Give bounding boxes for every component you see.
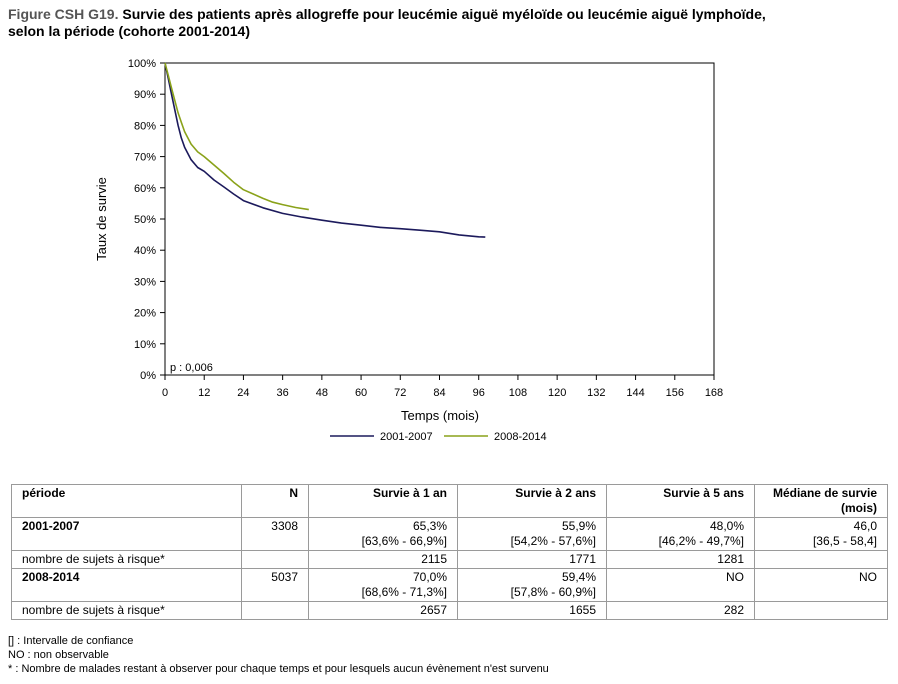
y-tick-label: 90% — [134, 89, 156, 101]
x-tick-label: 0 — [162, 387, 168, 399]
y-axis-label: Taux de survie — [94, 177, 109, 261]
results-table: période N Survie à 1 an Survie à 2 ans S… — [11, 484, 888, 620]
x-tick-label: 120 — [548, 387, 566, 399]
at-risk-label: nombre de sujets à risque* — [11, 601, 242, 620]
x-tick-label: 156 — [666, 387, 684, 399]
period-cell: 2008-2014 — [11, 568, 242, 602]
survival-1y-cell: 70,0% [68,6% - 71,3%] — [308, 568, 458, 602]
x-tick-label: 84 — [433, 387, 445, 399]
survival-1y-cell: 65,3% [63,6% - 66,9%] — [308, 517, 458, 551]
footnote-not-observable: NO : non observable — [8, 649, 109, 661]
x-tick-label: 48 — [316, 387, 328, 399]
at-risk-2y-cell: 1655 — [457, 601, 607, 620]
x-tick-label: 12 — [198, 387, 210, 399]
y-tick-label: 10% — [134, 339, 156, 351]
table-row: nombre de sujets à risque* 2115 1771 128… — [11, 550, 888, 569]
table-row: nombre de sujets à risque* 2657 1655 282 — [11, 601, 888, 620]
y-tick-label: 70% — [134, 152, 156, 164]
column-header: Médiane de survie (mois) — [754, 484, 888, 518]
median-survival-cell: 46,0 [36,5 - 58,4] — [754, 517, 888, 551]
table-row: 2008-2014 5037 70,0% [68,6% - 71,3%] 59,4… — [11, 568, 888, 602]
p-value-annotation: p : 0,006 — [170, 362, 213, 374]
survival-chart: 0 12 24 36 48 60 72 84 96 108 120 132 144 156 168 0% 10%… — [94, 58, 723, 443]
at-risk-2y-cell: 1771 — [457, 550, 607, 569]
table-header-row: période N Survie à 1 an Survie à 2 ans S… — [11, 484, 888, 518]
x-tick-label: 72 — [394, 387, 406, 399]
y-tick-label: 40% — [134, 245, 156, 257]
survival-5y-cell: 48,0% [46,2% - 49,7%] — [606, 517, 755, 551]
column-header: Survie à 1 an — [308, 484, 458, 518]
empty-cell — [241, 601, 309, 620]
figure-number: Figure CSH G19. — [8, 6, 119, 22]
column-header: période — [11, 484, 242, 518]
survival-5y-cell: NO — [606, 568, 755, 602]
at-risk-label: nombre de sujets à risque* — [11, 550, 242, 569]
legend-label: 2008-2014 — [494, 431, 547, 443]
y-tick-label: 80% — [134, 120, 156, 132]
at-risk-5y-cell: 1281 — [606, 550, 755, 569]
figure-title: Figure CSH G19. Survie des patients aprè… — [8, 6, 888, 40]
figure-title-line2: selon la période (cohorte 2001-2014) — [8, 23, 250, 39]
y-tick-label: 100% — [128, 58, 156, 70]
x-tick-label: 60 — [355, 387, 367, 399]
legend-label: 2001-2007 — [380, 431, 433, 443]
chart-legend: 2001-2007 2008-2014 — [330, 431, 547, 443]
survival-2y-cell: 59,4% [57,8% - 60,9%] — [457, 568, 607, 602]
empty-cell — [754, 550, 888, 569]
y-tick-label: 0% — [140, 370, 156, 382]
footnote-confidence-interval: [] : Intervalle de confiance — [8, 635, 134, 647]
median-survival-cell: NO — [754, 568, 888, 602]
period-cell: 2001-2007 — [11, 517, 242, 551]
table-row: 2001-2007 3308 65,3% [63,6% - 66,9%] 55,9… — [11, 517, 888, 551]
at-risk-1y-cell: 2115 — [308, 550, 458, 569]
y-tick-label: 30% — [134, 276, 156, 288]
empty-cell — [241, 550, 309, 569]
survival-2y-cell: 55,9% [54,2% - 57,6%] — [457, 517, 607, 551]
y-tick-label: 50% — [134, 214, 156, 226]
x-tick-label: 24 — [237, 387, 249, 399]
x-tick-label: 96 — [473, 387, 485, 399]
x-tick-label: 168 — [705, 387, 723, 399]
at-risk-1y-cell: 2657 — [308, 601, 458, 620]
plot-frame — [164, 62, 715, 376]
column-header: Survie à 2 ans — [457, 484, 607, 518]
y-tick-label: 20% — [134, 308, 156, 320]
x-axis-label: Temps (mois) — [401, 408, 479, 423]
footnote-at-risk: * : Nombre de malades restant à observer… — [8, 663, 549, 675]
column-header: N — [241, 484, 309, 518]
empty-cell — [754, 601, 888, 620]
x-tick-label: 36 — [277, 387, 289, 399]
at-risk-5y-cell: 282 — [606, 601, 755, 620]
n-cell: 3308 — [241, 517, 309, 551]
column-header: Survie à 5 ans — [606, 484, 755, 518]
x-tick-label: 108 — [509, 387, 527, 399]
x-tick-label: 144 — [626, 387, 644, 399]
series-line-2001-2007 — [164, 62, 486, 238]
n-cell: 5037 — [241, 568, 309, 602]
x-tick-label: 132 — [587, 387, 605, 399]
footnotes: [] : Intervalle de confiance NO : non ob… — [8, 634, 549, 676]
figure-title-line1: Survie des patients après allogreffe pou… — [122, 6, 766, 22]
y-tick-label: 60% — [134, 183, 156, 195]
series-line-2008-2014 — [164, 62, 309, 211]
